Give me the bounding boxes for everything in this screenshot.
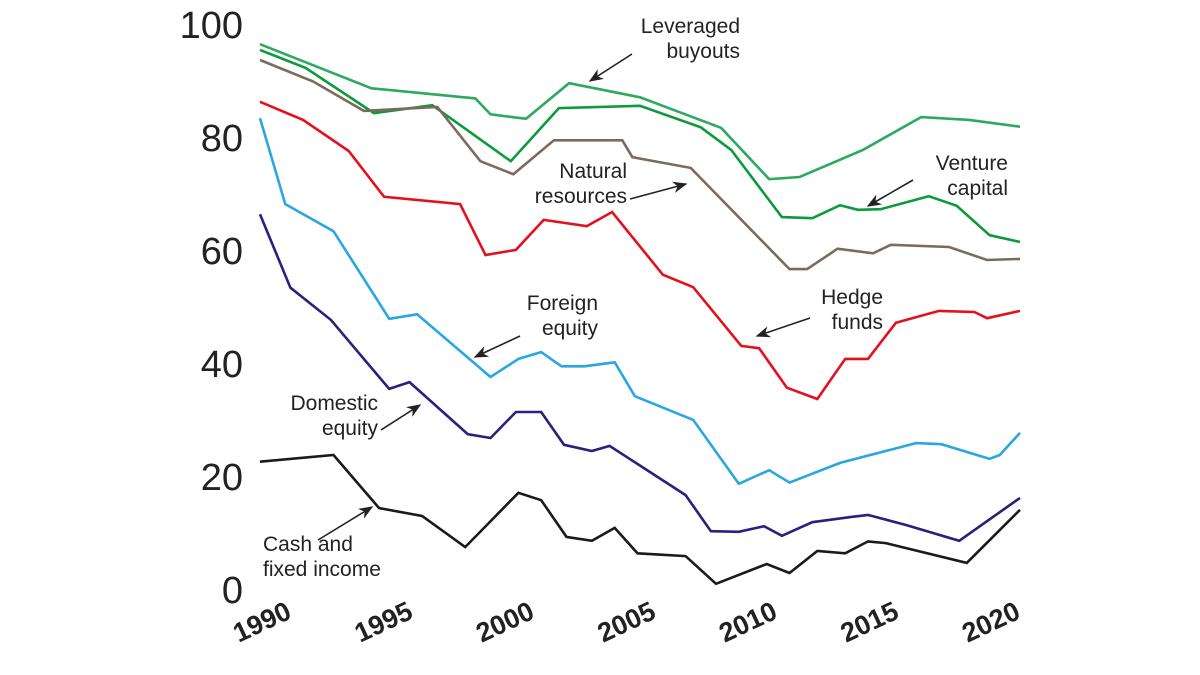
annotation-label: funds (832, 311, 883, 334)
annotation-label: Leveraged (641, 15, 740, 38)
annotation-arrow-icon (755, 317, 811, 338)
series-line-foreign-equity (258, 117, 1021, 486)
annotation-label: Hedge (821, 286, 883, 309)
series-lines (258, 42, 1021, 586)
annotation-arrow-icon (629, 181, 688, 200)
annotation-label: Natural (559, 160, 627, 183)
annotation-arrow-icon (588, 53, 633, 82)
annotation-label: Cash and (263, 533, 353, 556)
annotation-label: Venture (936, 152, 1008, 175)
y-tick-label: 100 (180, 5, 243, 47)
annotation-arrow-icon (473, 335, 521, 358)
y-tick-label: 20 (201, 457, 243, 499)
annotation-arrow-icon (866, 179, 914, 207)
x-tick-label: 2015 (836, 596, 903, 649)
annotation-label: Foreign (527, 292, 598, 315)
x-tick-label: 2010 (714, 596, 781, 649)
annotation-arrow-icon (380, 404, 422, 431)
annotation-arrow-icon (317, 506, 374, 541)
y-tick-label: 0 (222, 570, 243, 612)
x-tick-label: 1995 (350, 596, 417, 649)
series-line-natural-resources (259, 58, 1021, 271)
annotation-label: buyouts (666, 40, 740, 63)
x-axis-ticks: 1990 1995 2000 2005 2010 2015 2020 (228, 596, 1024, 649)
annotation-label: resources (535, 185, 627, 208)
series-line-cash-and-fixed-income (259, 453, 1021, 586)
series-line-leveraged-buyouts (259, 42, 1021, 181)
series-line-venture-capital (259, 48, 1021, 244)
series-line-hedge-funds (259, 100, 1021, 401)
y-axis-ticks: 0 20 40 60 80 100 (180, 5, 243, 612)
x-tick-label: 2020 (957, 596, 1024, 649)
annotation-label: fixed income (263, 558, 381, 581)
annotation-label: equity (542, 317, 599, 340)
series-line-domestic-equity (258, 213, 1021, 543)
y-tick-label: 40 (201, 344, 243, 386)
x-tick-label: 2005 (593, 596, 660, 649)
annotation-label: equity (322, 417, 379, 440)
y-tick-label: 60 (201, 231, 243, 273)
y-tick-label: 80 (201, 118, 243, 160)
annotation-label: Domestic (290, 392, 378, 415)
annotation-label: capital (947, 177, 1008, 200)
x-tick-label: 2000 (471, 596, 538, 649)
